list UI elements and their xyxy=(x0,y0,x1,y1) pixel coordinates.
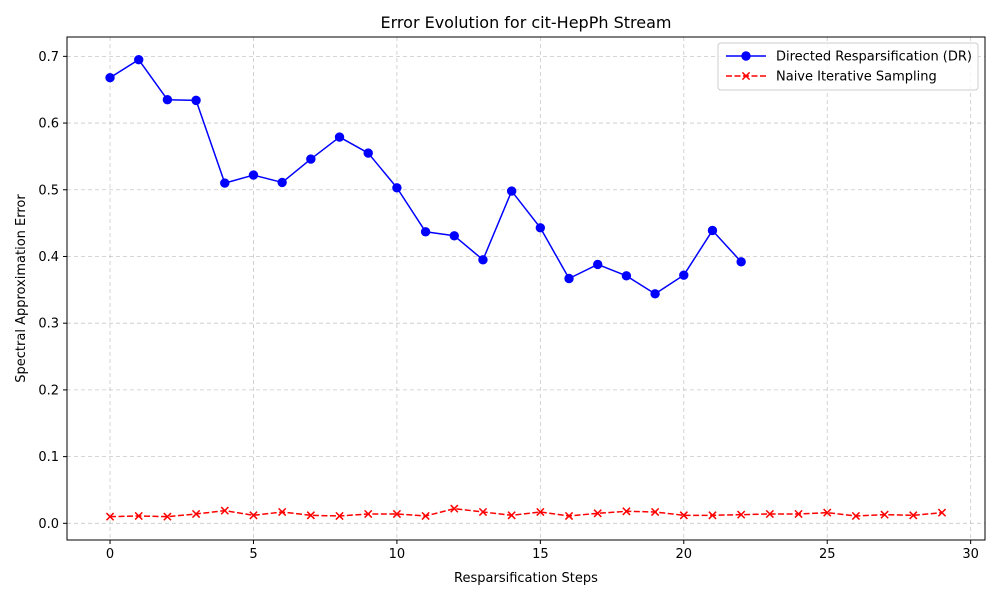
y-tick-label: 0.4 xyxy=(38,250,59,265)
data-point-dr xyxy=(478,255,488,265)
y-tick-label: 0.7 xyxy=(38,50,59,65)
data-point-naive xyxy=(191,509,201,519)
y-tick-label: 0.1 xyxy=(38,450,59,465)
data-point-naive xyxy=(880,510,889,519)
data-point-naive xyxy=(421,511,430,521)
y-tick-label: 0.5 xyxy=(38,183,59,198)
data-point-naive xyxy=(851,511,861,521)
data-point-naive xyxy=(650,507,660,517)
x-tick-label: 5 xyxy=(249,547,257,562)
data-point-dr xyxy=(650,289,660,299)
grid-layer xyxy=(67,37,985,540)
data-point-dr xyxy=(449,231,459,241)
data-point-naive xyxy=(478,507,488,517)
data-point-naive xyxy=(909,511,918,520)
data-point-dr xyxy=(707,225,718,236)
data-point-naive xyxy=(392,509,402,519)
chart-title: Error Evolution for cit-HepPh Stream xyxy=(381,13,672,32)
data-point-dr xyxy=(162,95,173,105)
x-tick-label: 25 xyxy=(819,547,836,562)
data-point-naive xyxy=(564,511,574,521)
data-point-naive xyxy=(937,508,947,517)
data-point-naive xyxy=(249,511,258,520)
y-axis-title: Spectral Approximation Error xyxy=(14,194,29,383)
data-point-naive xyxy=(507,511,516,520)
legend-marker-dr xyxy=(741,51,751,61)
data-point-dr xyxy=(277,177,287,188)
data-point-naive xyxy=(679,511,688,520)
data-point-naive xyxy=(593,509,602,518)
legend-label-dr: Directed Resparsification (DR) xyxy=(776,50,972,65)
data-point-naive xyxy=(536,507,545,517)
data-point-dr xyxy=(593,259,603,270)
data-point-dr xyxy=(679,270,689,280)
data-point-naive xyxy=(364,509,373,519)
data-point-naive xyxy=(622,507,631,516)
y-tick-label: 0.0 xyxy=(38,517,59,532)
y-tick-label: 0.2 xyxy=(38,383,59,398)
y-tick-label: 0.3 xyxy=(38,317,59,332)
data-point-naive xyxy=(450,504,459,513)
plot-frame xyxy=(66,36,986,541)
y-tick-label: 0.6 xyxy=(38,117,59,132)
data-point-dr xyxy=(191,95,201,106)
data-point-dr xyxy=(392,183,402,193)
data-point-naive xyxy=(708,511,717,520)
data-point-naive xyxy=(278,507,287,517)
data-point-naive xyxy=(163,512,172,521)
data-point-naive xyxy=(105,512,115,521)
data-point-naive xyxy=(765,509,774,519)
data-point-naive xyxy=(794,509,803,519)
data-point-naive xyxy=(823,508,832,517)
data-point-dr xyxy=(736,257,746,267)
data-point-dr xyxy=(134,54,144,65)
legend-label-naive: Naive Iterative Sampling xyxy=(776,70,937,85)
data-point-dr xyxy=(105,72,115,83)
data-point-naive xyxy=(220,506,229,515)
x-tick-label: 10 xyxy=(389,547,406,562)
data-point-dr xyxy=(506,186,517,196)
data-point-dr xyxy=(564,273,574,284)
ticks-layer: 0 5 10 15 20 25 30 0.0 0.1 0.2 0.3 0.4 0.5 0.6 0.7 xyxy=(38,50,979,562)
data-point-dr xyxy=(420,227,431,237)
data-point-dr xyxy=(334,132,345,142)
legend-box xyxy=(717,42,979,91)
legend: Directed Resparsification (DR) Naive Ite… xyxy=(717,42,979,91)
x-axis-title: Resparsification Steps xyxy=(454,571,598,586)
x-tick-label: 30 xyxy=(962,547,979,562)
data-point-dr xyxy=(363,148,373,158)
x-tick-label: 0 xyxy=(106,547,114,562)
data-point-dr xyxy=(621,271,632,281)
data-point-naive xyxy=(335,511,344,521)
series-layer xyxy=(105,54,947,521)
data-point-naive xyxy=(134,511,143,521)
series-line-dr xyxy=(109,58,742,295)
x-tick-label: 20 xyxy=(676,547,693,562)
data-point-naive xyxy=(306,511,315,520)
data-point-naive xyxy=(737,510,746,519)
series-line-naive xyxy=(110,507,943,518)
legend-marker-naive xyxy=(741,71,751,81)
data-point-dr xyxy=(248,170,259,180)
x-tick-label: 15 xyxy=(532,547,549,562)
data-point-dr xyxy=(220,178,230,188)
data-point-dr xyxy=(535,223,546,233)
data-point-dr xyxy=(306,154,316,164)
